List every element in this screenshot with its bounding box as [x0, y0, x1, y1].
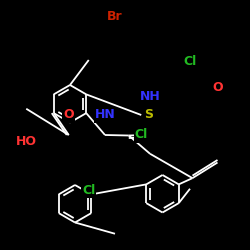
Text: HN: HN: [94, 108, 116, 122]
Text: Cl: Cl: [134, 128, 148, 141]
Text: Cl: Cl: [82, 184, 96, 196]
Text: NH: NH: [140, 90, 160, 103]
Text: Cl: Cl: [184, 55, 196, 68]
Text: S: S: [144, 108, 153, 122]
Text: Br: Br: [107, 10, 123, 23]
Text: O: O: [212, 81, 223, 94]
Text: O: O: [64, 108, 74, 122]
Text: HO: HO: [16, 135, 37, 148]
